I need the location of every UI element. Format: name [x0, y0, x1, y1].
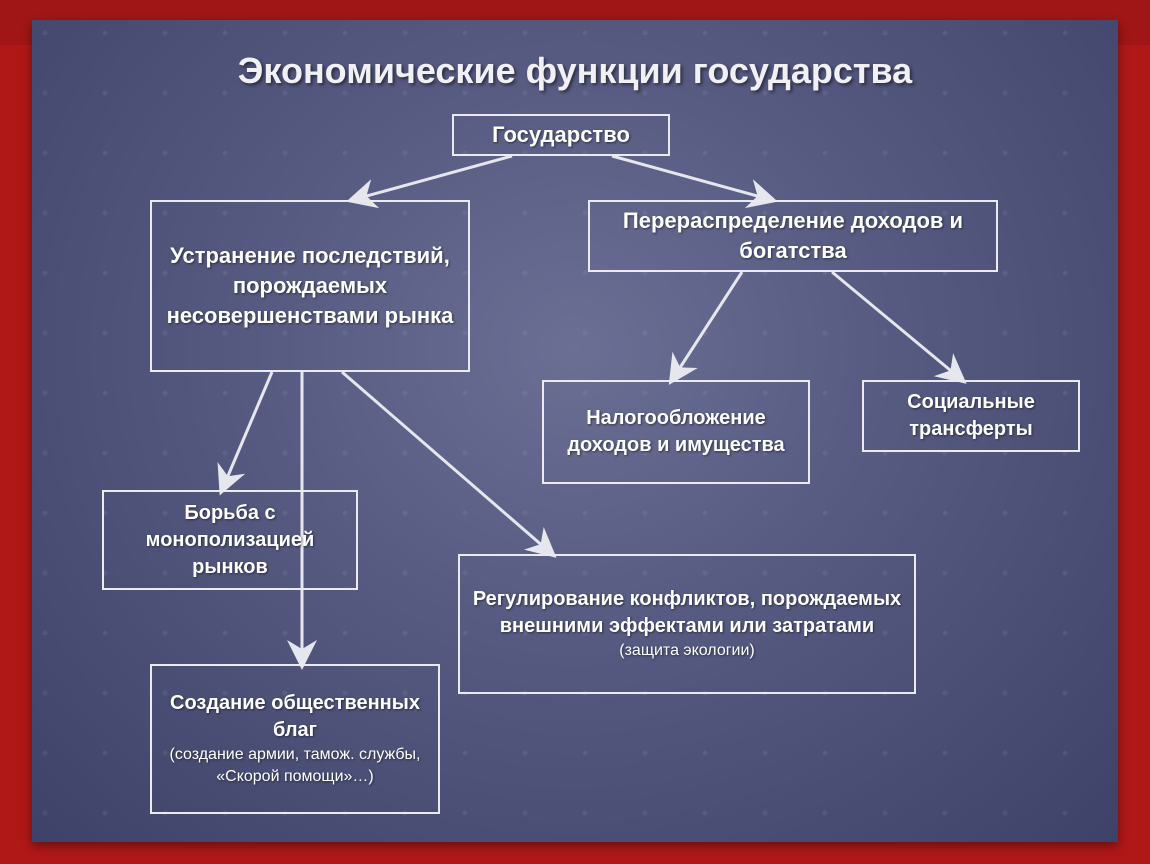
node-conflict-regulation-label: Регулирование конфликтов, порождаемых вн… — [470, 586, 904, 640]
node-social-transfers-label: Социальные трансферты — [874, 389, 1068, 443]
node-public-goods-note: (создание армии, тамож. службы, «Скорой … — [162, 744, 428, 787]
node-taxation-label: Налогообложение доходов и имущества — [554, 405, 798, 459]
node-conflict-regulation: Регулирование конфликтов, порождаемых вн… — [458, 554, 916, 694]
node-monopoly-fight-label: Борьба с монополизацией рынков — [114, 500, 346, 581]
node-social-transfers: Социальные трансферты — [862, 380, 1080, 452]
slide-canvas: Экономические функции государства Госуда… — [32, 20, 1118, 842]
diagram-title: Экономические функции государства — [32, 50, 1118, 92]
node-conflict-regulation-note: (защита экологии) — [470, 640, 904, 662]
node-root: Государство — [452, 114, 670, 156]
node-market-imperfections: Устранение последствий, порождаемых несо… — [150, 200, 470, 372]
node-market-imperfections-label: Устранение последствий, порождаемых несо… — [162, 241, 458, 330]
node-redistribution-label: Перераспределение доходов и богатства — [600, 206, 986, 265]
node-conflict-regulation-inner: Регулирование конфликтов, порождаемых вн… — [470, 586, 904, 662]
node-monopoly-fight: Борьба с монополизацией рынков — [102, 490, 358, 590]
node-public-goods-inner: Создание общественных благ (создание арм… — [162, 690, 428, 787]
node-redistribution: Перераспределение доходов и богатства — [588, 200, 998, 272]
node-taxation: Налогообложение доходов и имущества — [542, 380, 810, 484]
node-root-label: Государство — [492, 120, 630, 150]
node-public-goods-label: Создание общественных благ — [162, 690, 428, 744]
node-public-goods: Создание общественных благ (создание арм… — [150, 664, 440, 814]
